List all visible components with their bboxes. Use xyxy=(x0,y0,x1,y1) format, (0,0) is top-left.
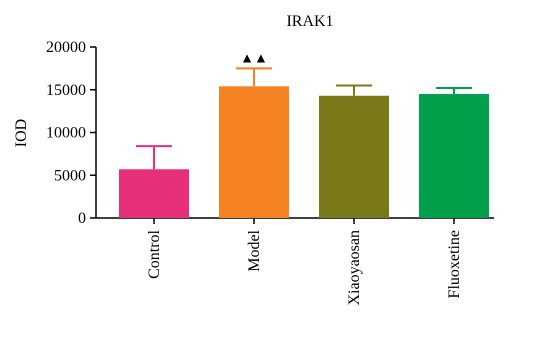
y-tick-label: 10000 xyxy=(46,125,86,142)
x-tick-label: Control xyxy=(146,229,163,278)
x-tick-label: Xiaoyaosan xyxy=(346,230,363,306)
significance-annotation: ▲▲ xyxy=(240,51,268,66)
y-tick-label: 20000 xyxy=(46,39,86,56)
x-tick-label: Fluoxetine xyxy=(446,230,463,298)
bar-fluoxetine xyxy=(419,94,489,218)
bar-control xyxy=(119,169,189,218)
y-axis-label: IOD xyxy=(13,119,30,147)
y-tick-label: 15000 xyxy=(46,82,86,99)
bar-model xyxy=(219,86,289,218)
x-tick-label: Model xyxy=(246,229,263,271)
y-tick-label: 5000 xyxy=(54,167,86,184)
y-tick-label: 0 xyxy=(78,210,86,227)
bar-xiaoyaosan xyxy=(319,95,389,218)
chart-title: IRAK1 xyxy=(286,13,333,30)
